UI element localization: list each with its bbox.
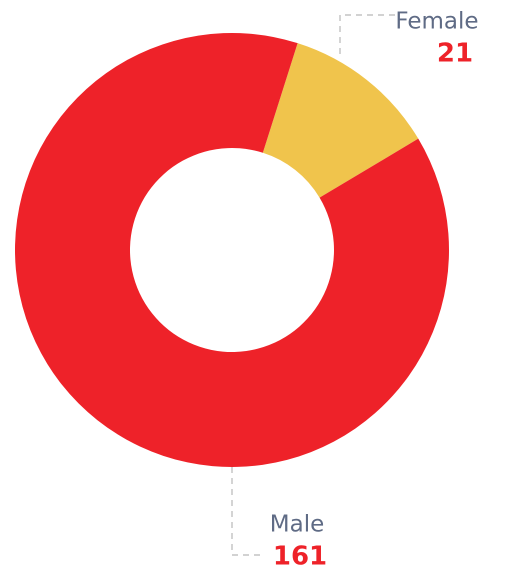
leader-line xyxy=(231,467,262,556)
slice-label: Male xyxy=(270,512,324,538)
donut-slice xyxy=(262,43,419,198)
slice-value: 161 xyxy=(273,542,327,572)
donut-slice xyxy=(14,33,449,468)
slice-value: 21 xyxy=(437,39,473,69)
leader-line xyxy=(339,14,395,58)
slice-label: Female xyxy=(395,9,478,35)
